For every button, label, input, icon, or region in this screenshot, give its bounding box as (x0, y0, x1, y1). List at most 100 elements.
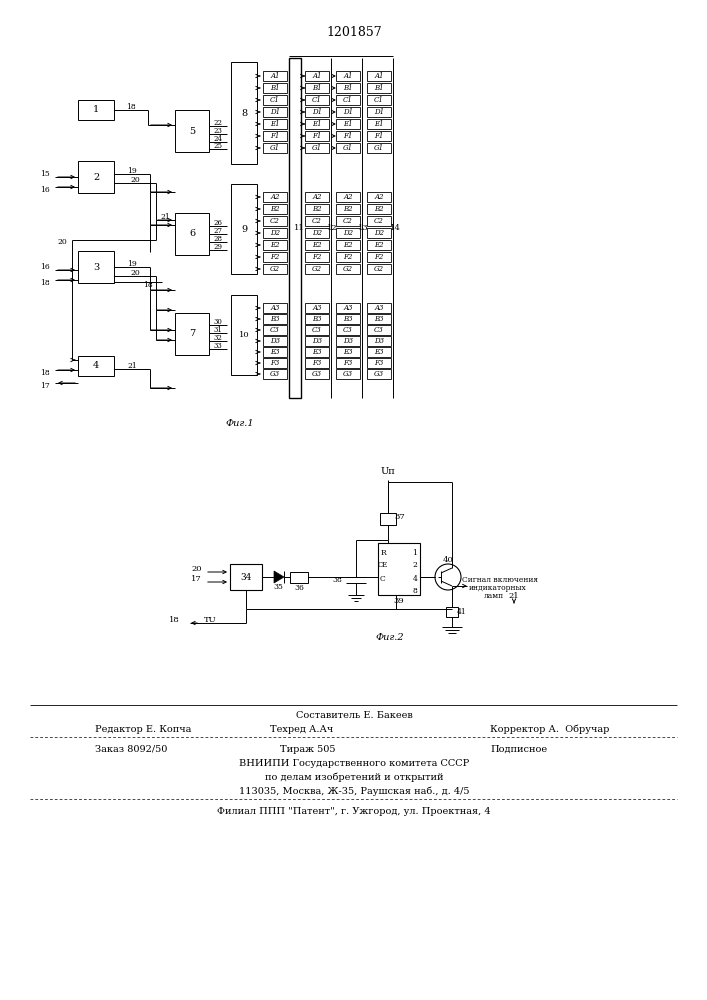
Text: 20: 20 (130, 269, 140, 277)
Text: D2: D2 (270, 229, 280, 237)
Bar (263, 303, 287, 313)
Bar (446, 607, 458, 617)
Bar (231, 62, 257, 164)
Bar (78, 356, 114, 376)
Text: G1: G1 (374, 144, 384, 152)
Text: C: C (380, 575, 386, 583)
Text: 39: 39 (394, 597, 404, 605)
Text: Корректор А.  Обручар: Корректор А. Обручар (490, 724, 609, 734)
Bar (367, 204, 391, 214)
Text: Техред А.Ач: Техред А.Ач (270, 724, 333, 734)
Text: G3: G3 (343, 370, 353, 378)
Bar (305, 303, 329, 313)
Text: 25: 25 (214, 142, 223, 150)
Text: F1: F1 (270, 132, 280, 140)
Text: C2: C2 (312, 217, 322, 225)
Text: E3: E3 (270, 348, 280, 356)
Text: 10: 10 (239, 331, 250, 339)
Bar (263, 192, 287, 202)
Bar (305, 216, 329, 226)
Text: E2: E2 (312, 241, 322, 249)
Text: C3: C3 (270, 326, 280, 334)
Text: 4: 4 (93, 361, 99, 370)
Bar (78, 251, 114, 283)
Bar (263, 83, 287, 93)
Text: Филиал ППП "Патент", г. Ужгород, ул. Проектная, 4: Филиал ППП "Патент", г. Ужгород, ул. Про… (217, 808, 491, 816)
Bar (336, 71, 360, 81)
Bar (336, 107, 360, 117)
Text: C2: C2 (374, 217, 384, 225)
Bar (231, 184, 257, 274)
Bar (380, 513, 396, 525)
Bar (78, 161, 114, 193)
Bar (367, 303, 391, 313)
Text: G2: G2 (312, 265, 322, 273)
Text: Uп: Uп (380, 468, 395, 477)
Bar (305, 71, 329, 81)
Text: 18: 18 (126, 103, 136, 111)
Text: D2: D2 (374, 229, 384, 237)
Bar (263, 336, 287, 346)
Bar (263, 347, 287, 357)
Text: B3: B3 (374, 315, 384, 323)
Text: F1: F1 (344, 132, 353, 140)
Text: CE: CE (378, 561, 388, 569)
Text: D3: D3 (374, 337, 384, 345)
Bar (289, 58, 301, 398)
Bar (336, 347, 360, 357)
Text: E2: E2 (343, 241, 353, 249)
Bar (367, 216, 391, 226)
Bar (336, 216, 360, 226)
Text: E2: E2 (374, 241, 384, 249)
Bar (367, 83, 391, 93)
Text: 29: 29 (214, 243, 223, 251)
Text: 12: 12 (327, 224, 337, 232)
Bar (305, 314, 329, 324)
Text: 21: 21 (160, 213, 170, 221)
Bar (263, 119, 287, 129)
Bar (230, 564, 262, 590)
Bar (290, 572, 308, 583)
Text: 32: 32 (214, 334, 223, 342)
Text: 21: 21 (127, 362, 137, 370)
Text: 18: 18 (40, 369, 50, 377)
Text: E1: E1 (270, 120, 280, 128)
Text: 34: 34 (240, 572, 252, 582)
Text: 16: 16 (40, 186, 50, 194)
Text: C3: C3 (374, 326, 384, 334)
Bar (305, 95, 329, 105)
Bar (78, 100, 114, 120)
Bar (336, 192, 360, 202)
Text: 17: 17 (40, 382, 50, 390)
Text: C1: C1 (270, 96, 280, 104)
Text: 26: 26 (214, 219, 223, 227)
Bar (305, 252, 329, 262)
Text: E2: E2 (270, 241, 280, 249)
Text: 19: 19 (127, 260, 137, 268)
Bar (305, 143, 329, 153)
Text: 24: 24 (214, 135, 223, 143)
Text: 36: 36 (294, 584, 304, 592)
Text: D3: D3 (343, 337, 353, 345)
Text: D1: D1 (343, 108, 353, 116)
Bar (305, 240, 329, 250)
Bar (367, 252, 391, 262)
Bar (336, 358, 360, 368)
Bar (336, 131, 360, 141)
Bar (336, 119, 360, 129)
Text: G3: G3 (374, 370, 384, 378)
Text: Сигнал включения: Сигнал включения (462, 576, 538, 584)
Bar (367, 119, 391, 129)
Bar (305, 336, 329, 346)
Bar (336, 95, 360, 105)
Text: 2: 2 (413, 561, 417, 569)
Text: 38: 38 (332, 576, 342, 584)
Bar (263, 95, 287, 105)
Bar (263, 240, 287, 250)
Text: G3: G3 (312, 370, 322, 378)
Text: G2: G2 (270, 265, 280, 273)
Text: 18: 18 (169, 616, 180, 624)
Text: B1: B1 (343, 84, 353, 92)
Text: F2: F2 (344, 253, 353, 261)
Polygon shape (274, 571, 284, 583)
